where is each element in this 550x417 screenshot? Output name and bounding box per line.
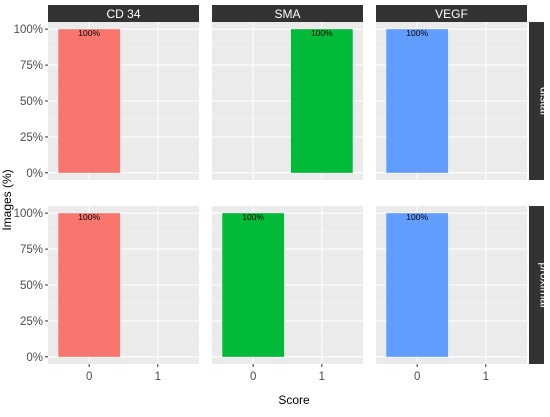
y-tick-label-distal-2: 50% — [20, 96, 43, 108]
y-tick-label-distal-4: 100% — [14, 24, 43, 36]
x-tick-label-vegf-0: 0 — [414, 371, 420, 383]
panel-distal-cd-34: 100% — [48, 22, 199, 180]
bar-distal-vegf — [386, 29, 448, 173]
y-tick-label-distal-1: 25% — [20, 132, 43, 144]
bar-distal-cd-34 — [58, 29, 120, 173]
bar-proximal-vegf — [386, 213, 448, 357]
bar-label-proximal-sma: 100% — [242, 212, 264, 222]
y-tick-label-proximal-3: 75% — [20, 244, 43, 256]
panel-proximal-vegf: 100% — [376, 206, 527, 364]
y-tick-label-proximal-2: 50% — [20, 280, 43, 292]
column-strip-label-sma: SMA — [274, 7, 300, 21]
x-axis-title: Score — [278, 393, 310, 407]
column-strip-label-cd-34: CD 34 — [106, 7, 140, 21]
y-tick-label-distal-3: 75% — [20, 60, 43, 72]
x-tick-label-sma-1: 1 — [319, 371, 325, 383]
y-tick-label-proximal-0: 0% — [26, 352, 43, 364]
row-strip-label-distal: distal — [538, 87, 550, 115]
bar-proximal-sma — [222, 213, 284, 357]
panel-distal-vegf: 100% — [376, 22, 527, 180]
bar-label-proximal-vegf: 100% — [406, 212, 428, 222]
bar-label-proximal-cd-34: 100% — [78, 212, 100, 222]
y-tick-label-proximal-4: 100% — [14, 208, 43, 220]
x-tick-label-sma-0: 0 — [250, 371, 256, 383]
bar-label-distal-vegf: 100% — [406, 28, 428, 38]
x-tick-label-cd-34-0: 0 — [86, 371, 92, 383]
bar-distal-sma — [291, 29, 353, 173]
panel-proximal-sma: 100% — [212, 206, 363, 364]
column-strip-label-vegf: VEGF — [435, 7, 468, 21]
panel-distal-sma: 100% — [212, 22, 363, 180]
y-tick-label-proximal-1: 25% — [20, 316, 43, 328]
panel-proximal-cd-34: 100% — [48, 206, 199, 364]
bar-proximal-cd-34 — [58, 213, 120, 357]
row-strip-label-proximal: proximal — [538, 262, 550, 307]
y-axis-title: Images (%) — [0, 169, 14, 230]
y-tick-label-distal-0: 0% — [26, 168, 43, 180]
x-tick-label-vegf-1: 1 — [483, 371, 489, 383]
bar-label-distal-sma: 100% — [311, 28, 333, 38]
panels-layer: 100% 100% 100% 100% 100% 100% — [48, 22, 527, 364]
x-tick-label-cd-34-1: 1 — [155, 371, 161, 383]
bar-label-distal-cd-34: 100% — [78, 28, 100, 38]
